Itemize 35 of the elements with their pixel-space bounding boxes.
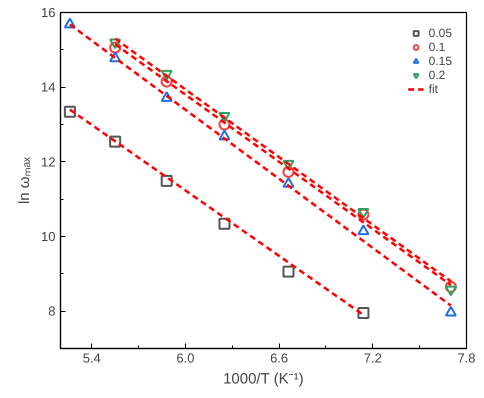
y-tick-label: 12 <box>41 154 56 170</box>
point <box>218 218 230 230</box>
x-tick-label: 7.2 <box>364 350 382 366</box>
legend-label: 0.15 <box>428 54 452 68</box>
point <box>282 266 294 278</box>
legend-label: fit <box>428 82 439 96</box>
point <box>357 224 370 236</box>
point <box>444 280 457 293</box>
x-tick-label: 5.4 <box>82 350 101 366</box>
legend-label: 0.05 <box>428 26 452 40</box>
point <box>109 52 122 62</box>
point <box>64 18 76 28</box>
y-tick-label: 16 <box>41 5 56 20</box>
point <box>444 306 457 317</box>
x-tick-label: 6.6 <box>270 350 288 366</box>
point <box>160 174 173 187</box>
x-tick-label: 7.8 <box>457 350 476 366</box>
point <box>218 130 230 140</box>
x-axis-title: 1000/T (K⁻¹) <box>223 370 304 388</box>
point <box>282 166 294 178</box>
point <box>109 136 122 148</box>
y-axis-title: ln ωₘₐₓ <box>16 156 34 204</box>
y-tick-label: 10 <box>41 229 56 244</box>
y-tick-label: 8 <box>48 304 56 319</box>
y-tick-label: 14 <box>41 80 56 95</box>
point <box>160 91 173 102</box>
point <box>109 42 122 54</box>
point <box>64 106 76 118</box>
point <box>218 118 230 130</box>
legend-label: 0.1 <box>428 40 446 54</box>
point <box>357 307 370 320</box>
x-tick-label: 6.0 <box>176 350 194 366</box>
point <box>282 177 294 188</box>
legend-label: 0.2 <box>428 68 446 82</box>
point <box>160 76 173 88</box>
